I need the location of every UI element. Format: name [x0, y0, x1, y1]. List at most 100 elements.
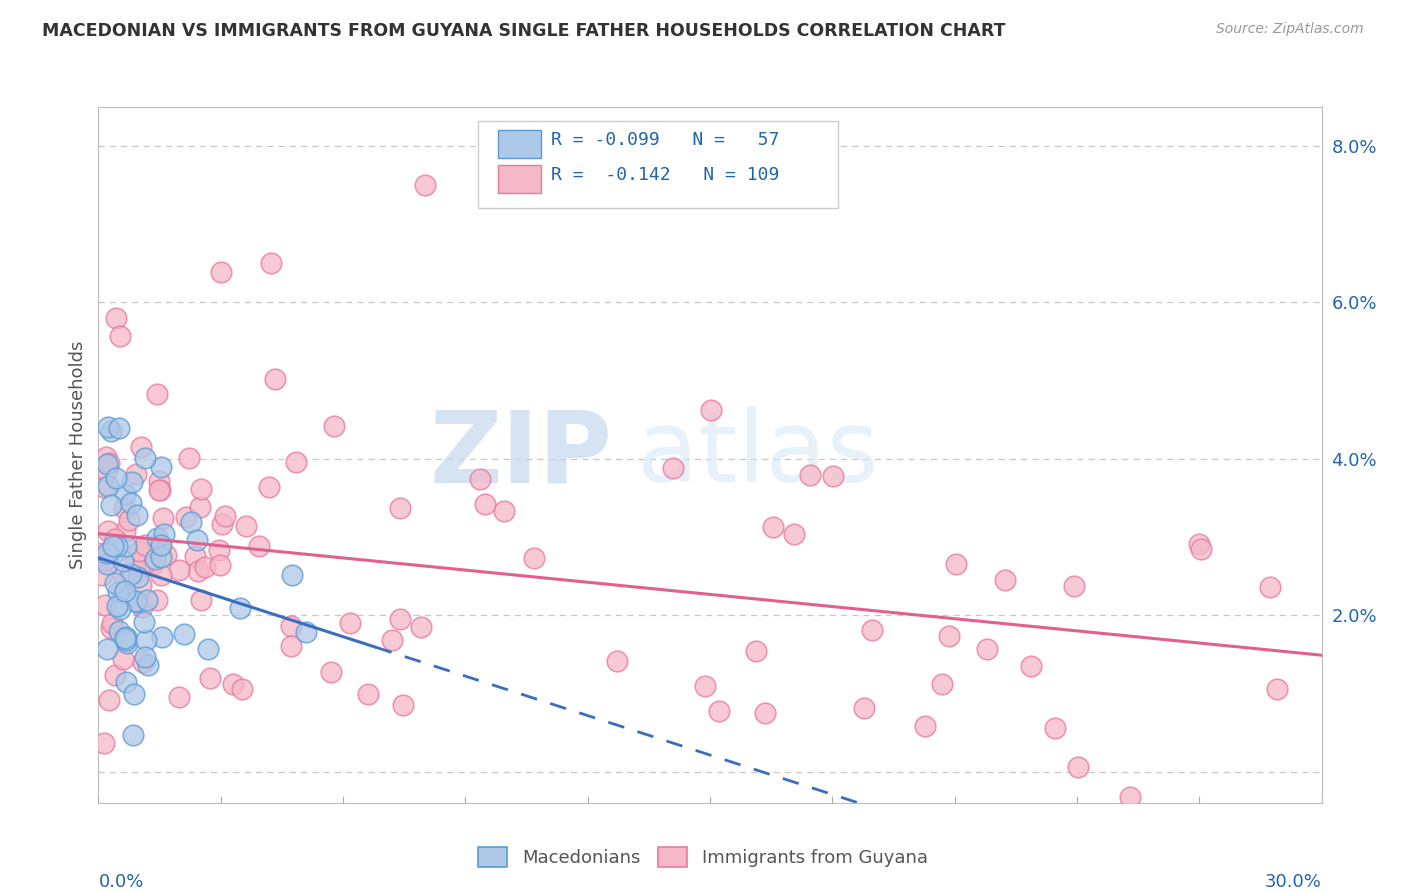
Point [124, 594, 146, 608]
Point [994, 573, 1017, 587]
Text: 30.0%: 30.0% [1265, 873, 1322, 891]
Point [391, 698, 413, 713]
Y-axis label: Single Father Households: Single Father Households [69, 341, 87, 569]
Point [389, 612, 412, 626]
Point [127, 570, 149, 584]
Point [148, 483, 170, 497]
Text: atlas: atlas [637, 407, 879, 503]
Point [108, 624, 131, 638]
Point [356, 687, 378, 701]
Point [150, 550, 173, 565]
Point [124, 594, 146, 608]
Point [938, 629, 960, 643]
Point [606, 654, 628, 668]
Point [284, 455, 307, 469]
Point [745, 643, 768, 657]
Point [931, 676, 953, 690]
Point [96, 464, 118, 478]
Point [190, 593, 212, 607]
Point [115, 630, 138, 644]
Point [97, 524, 120, 538]
Point [707, 704, 730, 718]
Point [1118, 789, 1140, 804]
Point [492, 504, 515, 518]
Text: ZIP: ZIP [429, 407, 612, 503]
Point [150, 630, 173, 644]
Point [94, 450, 117, 465]
Text: MACEDONIAN VS IMMIGRANTS FROM GUYANA SINGLE FATHER HOUSEHOLDS CORRELATION CHART: MACEDONIAN VS IMMIGRANTS FROM GUYANA SIN… [42, 22, 1005, 40]
Point [93, 736, 115, 750]
Point [128, 563, 150, 577]
Point [135, 632, 157, 647]
Point [208, 543, 231, 558]
Point [167, 690, 190, 704]
Point [148, 474, 170, 488]
Point [114, 675, 136, 690]
Point [190, 482, 212, 496]
Point [914, 718, 936, 732]
Point [1066, 760, 1088, 774]
Point [149, 538, 172, 552]
Point [180, 516, 202, 530]
Point [120, 496, 142, 510]
FancyBboxPatch shape [478, 121, 838, 208]
Point [1045, 721, 1067, 735]
Point [96, 557, 118, 571]
Point [132, 615, 155, 630]
Point [1188, 537, 1211, 551]
Point [104, 533, 127, 547]
Point [132, 655, 155, 669]
Point [381, 633, 404, 648]
Point [128, 544, 150, 558]
Point [114, 631, 136, 645]
Point [100, 621, 122, 635]
Point [214, 509, 236, 524]
Point [211, 516, 233, 531]
Point [145, 387, 167, 401]
Point [150, 568, 173, 582]
Point [114, 487, 136, 501]
Point [257, 480, 280, 494]
Point [114, 633, 136, 648]
Point [112, 553, 135, 567]
Point [754, 706, 776, 721]
Point [280, 640, 302, 654]
Point [111, 587, 134, 601]
Point [107, 584, 129, 599]
Point [91, 546, 114, 560]
Point [120, 567, 142, 582]
Point [124, 556, 146, 570]
Point [194, 560, 217, 574]
Point [97, 479, 120, 493]
Point [208, 558, 231, 572]
Point [129, 578, 152, 592]
Point [136, 593, 159, 607]
Point [94, 553, 117, 567]
Point [1019, 659, 1042, 673]
Point [221, 677, 243, 691]
Point [152, 511, 174, 525]
Point [149, 483, 172, 497]
Point [523, 550, 546, 565]
Point [100, 616, 122, 631]
Point [143, 552, 166, 566]
Point [93, 599, 115, 613]
Point [96, 457, 118, 471]
Point [141, 558, 163, 573]
Point [1265, 682, 1288, 697]
Point [105, 599, 128, 613]
Point [110, 329, 132, 343]
Point [468, 472, 491, 486]
Point [823, 468, 845, 483]
Point [235, 518, 257, 533]
Point [197, 642, 219, 657]
Point [125, 467, 148, 481]
Point [100, 424, 122, 438]
Point [115, 539, 138, 553]
Point [413, 178, 436, 193]
Point [198, 671, 221, 685]
Point [339, 616, 361, 631]
Point [174, 510, 197, 524]
Point [280, 619, 302, 633]
Point [134, 538, 156, 552]
